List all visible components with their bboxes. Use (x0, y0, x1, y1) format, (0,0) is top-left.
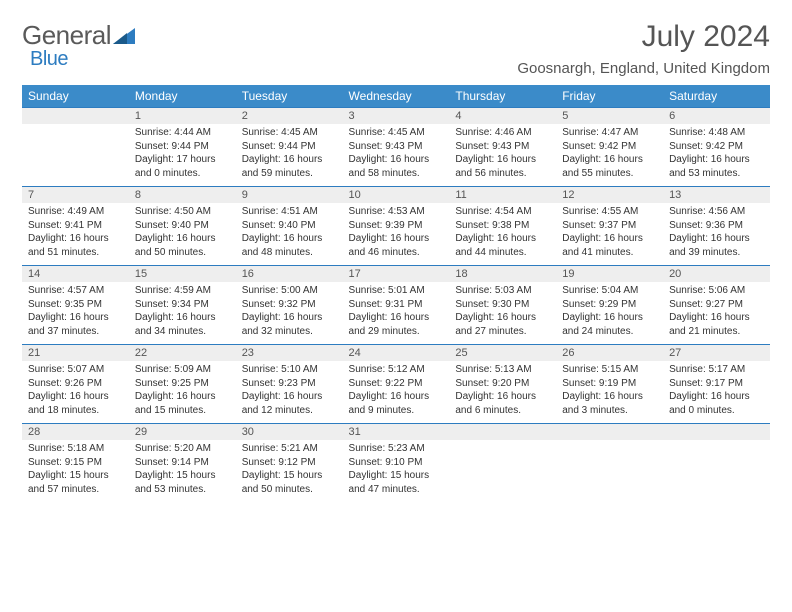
day-info-27: Sunrise: 5:17 AMSunset: 9:17 PMDaylight:… (663, 361, 770, 424)
week-1-info: Sunrise: 4:44 AMSunset: 9:44 PMDaylight:… (22, 124, 770, 187)
day-number-24: 24 (343, 345, 450, 362)
day-number-30: 30 (236, 424, 343, 441)
day-number-15: 15 (129, 266, 236, 283)
header: General July 2024 Goosnargh, England, Un… (22, 20, 770, 77)
day-number-13: 13 (663, 187, 770, 204)
day-number-2: 2 (236, 108, 343, 125)
day-info-21: Sunrise: 5:07 AMSunset: 9:26 PMDaylight:… (22, 361, 129, 424)
day-number-26: 26 (556, 345, 663, 362)
empty-cell (556, 424, 663, 441)
empty-cell (663, 424, 770, 441)
day-info-17: Sunrise: 5:01 AMSunset: 9:31 PMDaylight:… (343, 282, 450, 345)
day-number-18: 18 (449, 266, 556, 283)
day-number-6: 6 (663, 108, 770, 125)
empty-cell (22, 108, 129, 125)
location: Goosnargh, England, United Kingdom (517, 60, 770, 77)
weekday-friday: Friday (556, 85, 663, 108)
day-number-5: 5 (556, 108, 663, 125)
month-title: July 2024 (517, 20, 770, 54)
weekday-sunday: Sunday (22, 85, 129, 108)
day-info-6: Sunrise: 4:48 AMSunset: 9:42 PMDaylight:… (663, 124, 770, 187)
week-4-numbers: 21222324252627 (22, 345, 770, 362)
day-info-26: Sunrise: 5:15 AMSunset: 9:19 PMDaylight:… (556, 361, 663, 424)
week-3-numbers: 14151617181920 (22, 266, 770, 283)
day-number-22: 22 (129, 345, 236, 362)
week-3-info: Sunrise: 4:57 AMSunset: 9:35 PMDaylight:… (22, 282, 770, 345)
weekday-tuesday: Tuesday (236, 85, 343, 108)
calendar-table: SundayMondayTuesdayWednesdayThursdayFrid… (22, 85, 770, 502)
day-info-5: Sunrise: 4:47 AMSunset: 9:42 PMDaylight:… (556, 124, 663, 187)
day-info-7: Sunrise: 4:49 AMSunset: 9:41 PMDaylight:… (22, 203, 129, 266)
day-number-14: 14 (22, 266, 129, 283)
day-info-25: Sunrise: 5:13 AMSunset: 9:20 PMDaylight:… (449, 361, 556, 424)
day-info-12: Sunrise: 4:55 AMSunset: 9:37 PMDaylight:… (556, 203, 663, 266)
brand-text-1: General (22, 20, 111, 51)
brand-triangle-icon (113, 26, 135, 46)
brand-text-2: Blue (30, 48, 68, 70)
week-2-numbers: 78910111213 (22, 187, 770, 204)
day-info-18: Sunrise: 5:03 AMSunset: 9:30 PMDaylight:… (449, 282, 556, 345)
day-info-19: Sunrise: 5:04 AMSunset: 9:29 PMDaylight:… (556, 282, 663, 345)
day-number-29: 29 (129, 424, 236, 441)
day-number-9: 9 (236, 187, 343, 204)
week-1-numbers: 123456 (22, 108, 770, 125)
day-info-3: Sunrise: 4:45 AMSunset: 9:43 PMDaylight:… (343, 124, 450, 187)
weekday-header-row: SundayMondayTuesdayWednesdayThursdayFrid… (22, 85, 770, 108)
day-number-25: 25 (449, 345, 556, 362)
week-5-info: Sunrise: 5:18 AMSunset: 9:15 PMDaylight:… (22, 440, 770, 502)
day-number-21: 21 (22, 345, 129, 362)
day-info-29: Sunrise: 5:20 AMSunset: 9:14 PMDaylight:… (129, 440, 236, 502)
day-number-28: 28 (22, 424, 129, 441)
day-number-1: 1 (129, 108, 236, 125)
day-number-16: 16 (236, 266, 343, 283)
day-info-2: Sunrise: 4:45 AMSunset: 9:44 PMDaylight:… (236, 124, 343, 187)
empty-cell (22, 124, 129, 187)
day-info-28: Sunrise: 5:18 AMSunset: 9:15 PMDaylight:… (22, 440, 129, 502)
weekday-wednesday: Wednesday (343, 85, 450, 108)
empty-cell (556, 440, 663, 502)
day-info-1: Sunrise: 4:44 AMSunset: 9:44 PMDaylight:… (129, 124, 236, 187)
day-info-23: Sunrise: 5:10 AMSunset: 9:23 PMDaylight:… (236, 361, 343, 424)
day-info-10: Sunrise: 4:53 AMSunset: 9:39 PMDaylight:… (343, 203, 450, 266)
day-number-4: 4 (449, 108, 556, 125)
day-info-13: Sunrise: 4:56 AMSunset: 9:36 PMDaylight:… (663, 203, 770, 266)
empty-cell (449, 440, 556, 502)
day-info-15: Sunrise: 4:59 AMSunset: 9:34 PMDaylight:… (129, 282, 236, 345)
day-info-30: Sunrise: 5:21 AMSunset: 9:12 PMDaylight:… (236, 440, 343, 502)
day-number-8: 8 (129, 187, 236, 204)
day-info-16: Sunrise: 5:00 AMSunset: 9:32 PMDaylight:… (236, 282, 343, 345)
day-number-17: 17 (343, 266, 450, 283)
day-number-7: 7 (22, 187, 129, 204)
weekday-saturday: Saturday (663, 85, 770, 108)
week-4-info: Sunrise: 5:07 AMSunset: 9:26 PMDaylight:… (22, 361, 770, 424)
day-info-9: Sunrise: 4:51 AMSunset: 9:40 PMDaylight:… (236, 203, 343, 266)
day-info-22: Sunrise: 5:09 AMSunset: 9:25 PMDaylight:… (129, 361, 236, 424)
day-number-23: 23 (236, 345, 343, 362)
week-2-info: Sunrise: 4:49 AMSunset: 9:41 PMDaylight:… (22, 203, 770, 266)
day-info-20: Sunrise: 5:06 AMSunset: 9:27 PMDaylight:… (663, 282, 770, 345)
day-number-11: 11 (449, 187, 556, 204)
day-number-10: 10 (343, 187, 450, 204)
weekday-thursday: Thursday (449, 85, 556, 108)
empty-cell (663, 440, 770, 502)
day-number-19: 19 (556, 266, 663, 283)
day-info-31: Sunrise: 5:23 AMSunset: 9:10 PMDaylight:… (343, 440, 450, 502)
weekday-monday: Monday (129, 85, 236, 108)
day-info-4: Sunrise: 4:46 AMSunset: 9:43 PMDaylight:… (449, 124, 556, 187)
day-number-12: 12 (556, 187, 663, 204)
day-number-3: 3 (343, 108, 450, 125)
day-number-20: 20 (663, 266, 770, 283)
title-block: July 2024 Goosnargh, England, United Kin… (517, 20, 770, 77)
empty-cell (449, 424, 556, 441)
week-5-numbers: 28293031 (22, 424, 770, 441)
day-number-31: 31 (343, 424, 450, 441)
day-info-14: Sunrise: 4:57 AMSunset: 9:35 PMDaylight:… (22, 282, 129, 345)
day-info-8: Sunrise: 4:50 AMSunset: 9:40 PMDaylight:… (129, 203, 236, 266)
day-info-11: Sunrise: 4:54 AMSunset: 9:38 PMDaylight:… (449, 203, 556, 266)
day-info-24: Sunrise: 5:12 AMSunset: 9:22 PMDaylight:… (343, 361, 450, 424)
brand-text-2-wrap: Blue (30, 48, 68, 71)
brand-logo: General (22, 20, 137, 51)
day-number-27: 27 (663, 345, 770, 362)
